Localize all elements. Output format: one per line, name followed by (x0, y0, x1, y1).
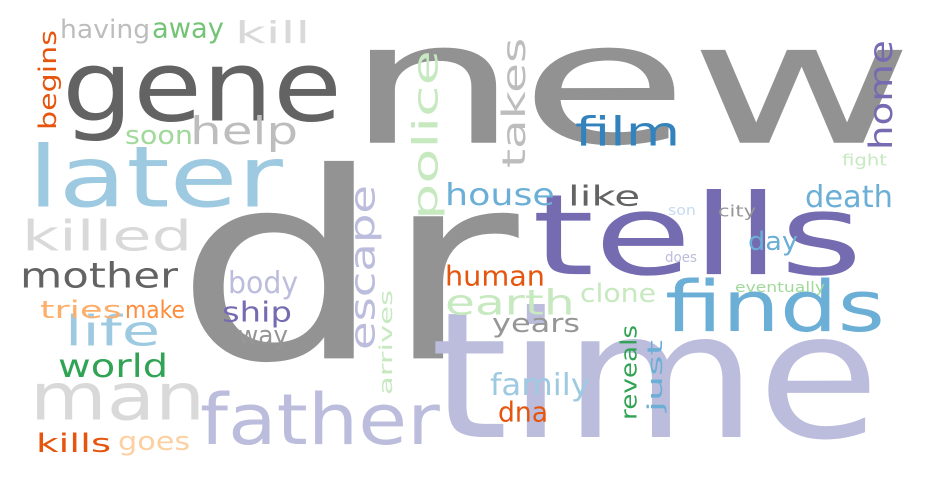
word-way: way (238, 319, 289, 351)
word-having: having (60, 13, 151, 45)
word-old: old (446, 359, 468, 408)
word-human: human (445, 259, 545, 293)
word-like: like (568, 179, 641, 213)
word-finds: finds (665, 265, 885, 348)
word-house: house (445, 177, 555, 213)
word-world: world (58, 347, 169, 385)
word-killed: killed (22, 211, 193, 261)
word-fight: fight (842, 150, 888, 170)
word-home: home (862, 40, 900, 150)
word-ship: ship (222, 295, 292, 329)
word-reveals: reveals (616, 324, 642, 420)
word-film: film (575, 108, 681, 156)
word-later: later (28, 127, 283, 227)
word-city: city (718, 201, 757, 221)
word-years: years (492, 307, 581, 339)
word-help: help (190, 108, 299, 154)
word-tries: tries (40, 295, 122, 324)
word-does: does (665, 248, 698, 266)
word-just: just (643, 339, 667, 412)
word-body: body (228, 265, 299, 301)
word-gene: gene (62, 29, 342, 144)
word-father: father (200, 378, 440, 461)
word-son: son (668, 201, 696, 219)
word-make: make (125, 295, 185, 324)
word-time: time (430, 274, 880, 479)
word-tells: tells (532, 169, 863, 301)
word-takes: takes (495, 37, 533, 169)
word-new: new (345, 0, 915, 184)
word-soon: soon (125, 119, 193, 151)
word-life: life (65, 306, 161, 356)
word-family: family (490, 367, 590, 403)
word-away: away (152, 11, 224, 45)
word-day: day (748, 225, 798, 257)
word-arrives: arrives (375, 289, 397, 395)
word-goes: goes (118, 425, 191, 457)
word-earth: earth (445, 281, 575, 323)
word-eventually: eventually (735, 278, 826, 296)
word-man: man (30, 359, 206, 436)
word-begins: begins (33, 30, 62, 130)
word-mother: mother (20, 254, 178, 296)
word-dr: dr (175, 116, 519, 421)
word-dna: dna (498, 395, 549, 429)
word-kill: kill (235, 15, 311, 51)
word-kills: kills (36, 427, 112, 459)
word-police: police (404, 50, 446, 221)
word-death: death (805, 179, 893, 215)
word-clone: clone (580, 277, 656, 309)
